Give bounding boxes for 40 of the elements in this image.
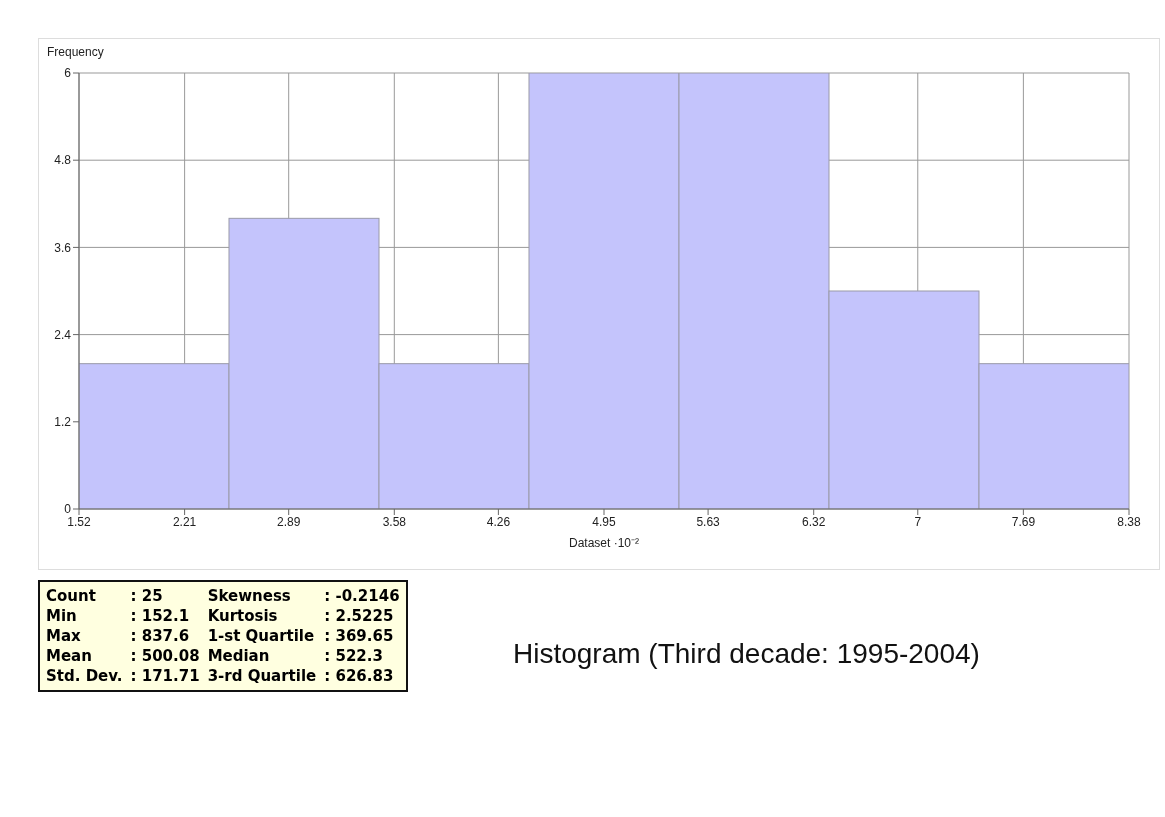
x-tick-label: 5.63	[696, 514, 721, 529]
text: : 500.08	[130, 646, 200, 666]
x-tick-label: 7.69	[1011, 514, 1036, 529]
text: : 171.71	[130, 666, 200, 686]
text: : 369.65	[324, 626, 395, 646]
text: : 25	[130, 586, 164, 606]
x-tick-label: 4.26	[486, 514, 511, 529]
y-tick-label: 6	[64, 66, 72, 81]
y-tick-label: 0	[64, 502, 72, 517]
text: Std. Dev.	[46, 666, 123, 686]
text: 1-st Quartile	[207, 626, 316, 646]
x-tick-label: 4.95	[592, 514, 616, 529]
x-tick-label: 1.52	[67, 514, 91, 529]
x-tick-label: 2.21	[172, 514, 197, 529]
text: : -0.2146	[324, 586, 400, 606]
y-axis-title: Frequency	[47, 45, 104, 59]
text: : 626.83	[324, 666, 395, 686]
x-tick-label: 8.38	[1117, 514, 1141, 529]
text: Mean	[46, 646, 93, 666]
text: : 2.5225	[324, 606, 395, 626]
y-tick-label: 2.4	[54, 327, 72, 342]
y-tick-label: 3.6	[54, 240, 72, 255]
x-tick-label: 2.89	[277, 514, 301, 529]
x-tick-label: 7	[914, 514, 922, 529]
text: Kurtosis	[207, 606, 279, 626]
text: Max	[46, 626, 82, 646]
text: : 522.3	[324, 646, 384, 666]
text: Histogram (Third decade: 1995-2004)	[513, 638, 980, 670]
text: Skewness	[207, 586, 292, 606]
text: Median	[207, 646, 271, 666]
x-tick-label: 6.32	[802, 514, 826, 529]
x-axis-title: Dataset ·10⁻²	[568, 536, 640, 550]
text: : 152.1	[130, 606, 191, 626]
text: Min	[46, 606, 78, 626]
text: 3-rd Quartile	[207, 666, 317, 686]
y-tick-label: 1.2	[54, 415, 72, 430]
text: Count	[46, 586, 97, 606]
text: : 837.6	[130, 626, 191, 646]
x-tick-label: 3.58	[382, 514, 407, 529]
y-tick-label: 4.8	[54, 153, 72, 168]
